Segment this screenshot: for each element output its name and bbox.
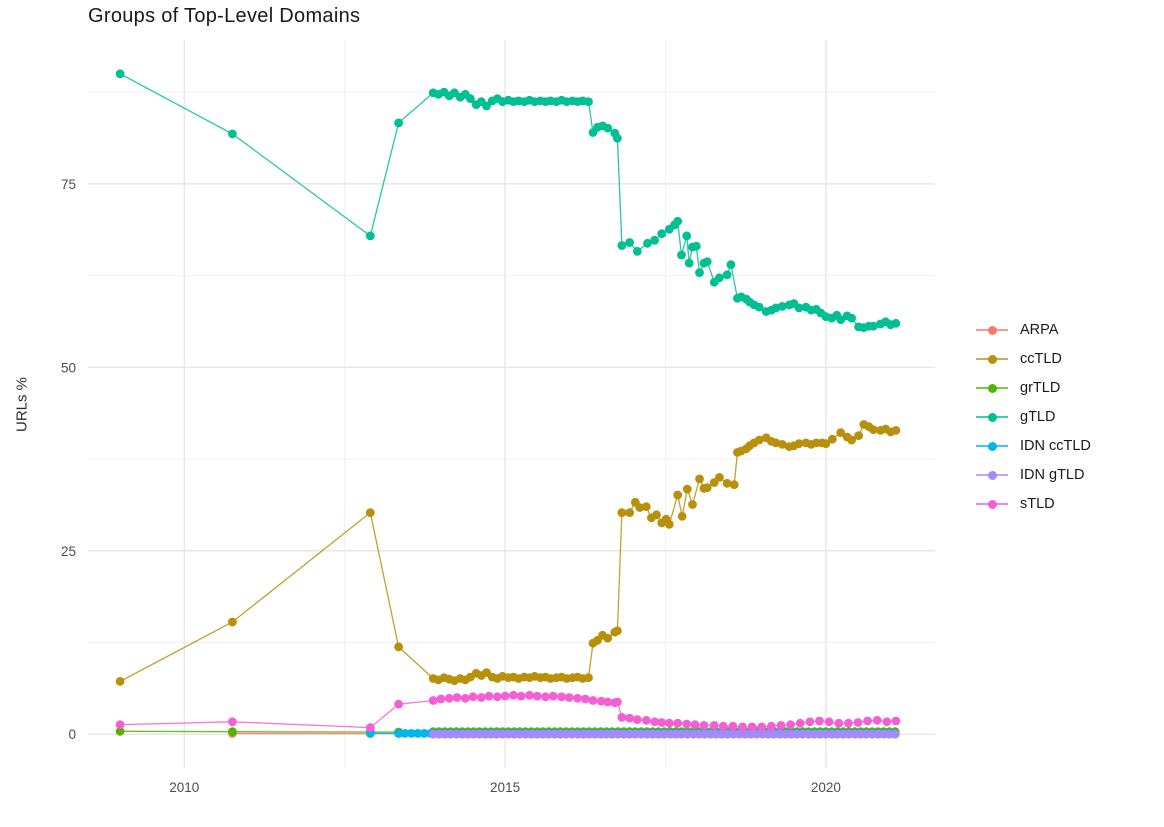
- legend-entry-stld: sTLD: [974, 494, 1091, 514]
- y-tick-label: 75: [61, 177, 76, 192]
- x-tick-label: 2020: [811, 780, 841, 795]
- legend: ARPA ccTLD grTLD gTLD IDN ccTLD IDN gTLD sTLD: [974, 320, 1091, 514]
- legend-key-icon: [974, 494, 1010, 514]
- y-tick-label: 0: [68, 727, 76, 742]
- y-axis-title: URLs %: [13, 377, 31, 433]
- legend-label: sTLD: [1020, 496, 1055, 512]
- legend-key-icon: [974, 465, 1010, 485]
- grid-minor: [88, 40, 935, 768]
- series-stld: [115, 690, 901, 732]
- axis-tick-labels: 0 25 50 75 2010 2015 2020: [61, 177, 841, 795]
- legend-entry-idn-gtld: IDN gTLD: [974, 465, 1091, 485]
- x-tick-label: 2010: [169, 780, 199, 795]
- legend-entry-grtld: grTLD: [974, 378, 1091, 398]
- legend-key-icon: [974, 320, 1010, 340]
- legend-key-icon: [974, 349, 1010, 369]
- y-tick-label: 25: [61, 544, 76, 559]
- chart-title: Groups of Top-Level Domains: [88, 5, 361, 27]
- legend-label: IDN ccTLD: [1020, 438, 1091, 454]
- legend-key-icon: [974, 407, 1010, 427]
- legend-entry-arpa: ARPA: [974, 320, 1091, 340]
- legend-label: ARPA: [1020, 322, 1059, 338]
- series-idn-gtld: [428, 729, 900, 739]
- legend-entry-idn-cctld: IDN ccTLD: [974, 436, 1091, 456]
- series-cctld: [115, 420, 901, 686]
- legend-key-icon: [974, 378, 1010, 398]
- legend-entry-cctld: ccTLD: [974, 349, 1091, 369]
- x-tick-label: 2015: [490, 780, 520, 795]
- legend-key-icon: [974, 436, 1010, 456]
- legend-entry-gtld: gTLD: [974, 407, 1091, 427]
- grid-major: [88, 40, 935, 768]
- legend-label: gTLD: [1020, 409, 1056, 425]
- legend-label: ccTLD: [1020, 351, 1062, 367]
- legend-label: IDN gTLD: [1020, 467, 1085, 483]
- y-tick-label: 50: [61, 360, 76, 375]
- legend-label: grTLD: [1020, 380, 1061, 396]
- series-gtld: [115, 69, 901, 333]
